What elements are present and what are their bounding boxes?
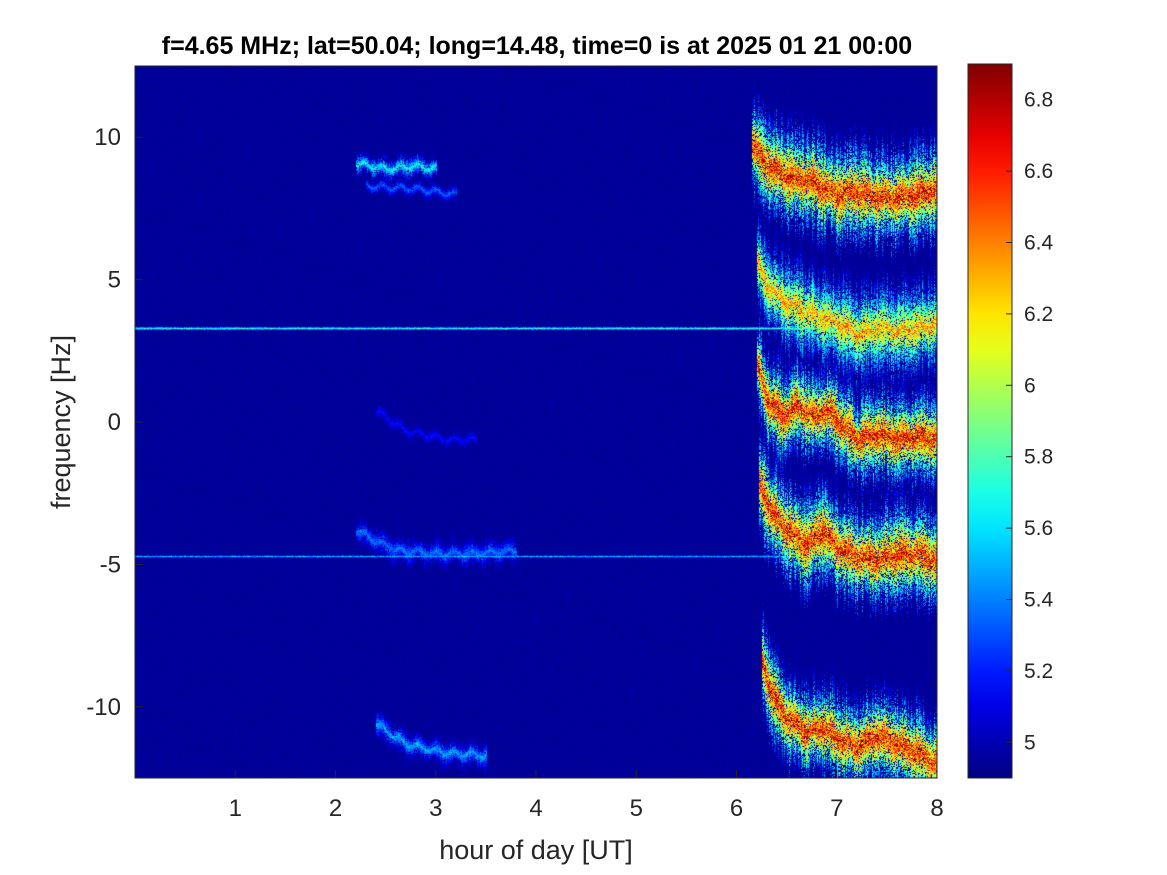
chart-title: f=4.65 MHz; lat=50.04; long=14.48, time=…: [162, 32, 912, 60]
y-tick-label: 10: [94, 124, 121, 151]
x-tick-label: 3: [429, 795, 442, 822]
x-axis-label: hour of day [UT]: [439, 835, 633, 865]
colorbar-tick-label: 5.6: [1024, 517, 1053, 540]
x-axis: 1 2 3 4 5 6 7 8: [229, 770, 944, 822]
colorbar-gradient: [968, 64, 1012, 778]
colorbar-tick-label: 6.2: [1024, 303, 1053, 326]
y-tick-label: -5: [100, 551, 121, 578]
y-axis: 10 5 0 -5 -10: [86, 124, 143, 721]
colorbar-ticks: 6.8 6.6 6.4 6.2 6 5.8 5.6 5.4 5.2 5: [1006, 89, 1054, 754]
x-tick-label: 1: [229, 795, 242, 822]
x-tick-label: 4: [529, 795, 542, 822]
colorbar-frame: [967, 63, 1013, 779]
colorbar-tick-label: 6.4: [1024, 232, 1054, 255]
spectrogram-heatmap: [135, 66, 937, 778]
colorbar-tick-label: 6.6: [1024, 160, 1053, 183]
x-tick-label: 8: [930, 795, 943, 822]
colorbar-tick-label: 6: [1024, 374, 1036, 397]
x-tick-label: 5: [630, 795, 643, 822]
colorbar-tick-label: 6.8: [1024, 89, 1053, 112]
x-tick-label: 7: [830, 795, 843, 822]
y-tick-label: 5: [108, 267, 121, 294]
plot-area: [134, 65, 938, 779]
colorbar-tick-label: 5.8: [1024, 446, 1053, 469]
x-tick-label: 6: [730, 795, 743, 822]
y-tick-label: 0: [108, 409, 121, 436]
colorbar-tick-label: 5.4: [1024, 589, 1054, 612]
colorbar-tick-label: 5: [1024, 731, 1036, 754]
x-tick-label: 2: [329, 795, 342, 822]
colorbar: [967, 63, 1013, 779]
y-axis-label: frequency [Hz]: [46, 335, 76, 509]
y-tick-label: -10: [86, 694, 121, 721]
colorbar-tick-label: 5.2: [1024, 660, 1053, 683]
